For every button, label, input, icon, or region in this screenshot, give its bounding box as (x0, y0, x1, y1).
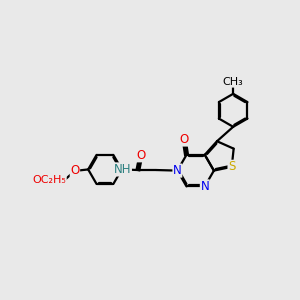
Text: N: N (173, 164, 182, 177)
Text: OC₂H₅: OC₂H₅ (32, 175, 66, 185)
Text: N: N (200, 180, 209, 193)
Text: S: S (228, 160, 236, 173)
Text: O: O (70, 164, 80, 177)
Text: CH₃: CH₃ (223, 77, 244, 87)
Text: NH: NH (114, 163, 131, 176)
Text: O: O (179, 133, 189, 146)
Text: O: O (136, 149, 146, 162)
